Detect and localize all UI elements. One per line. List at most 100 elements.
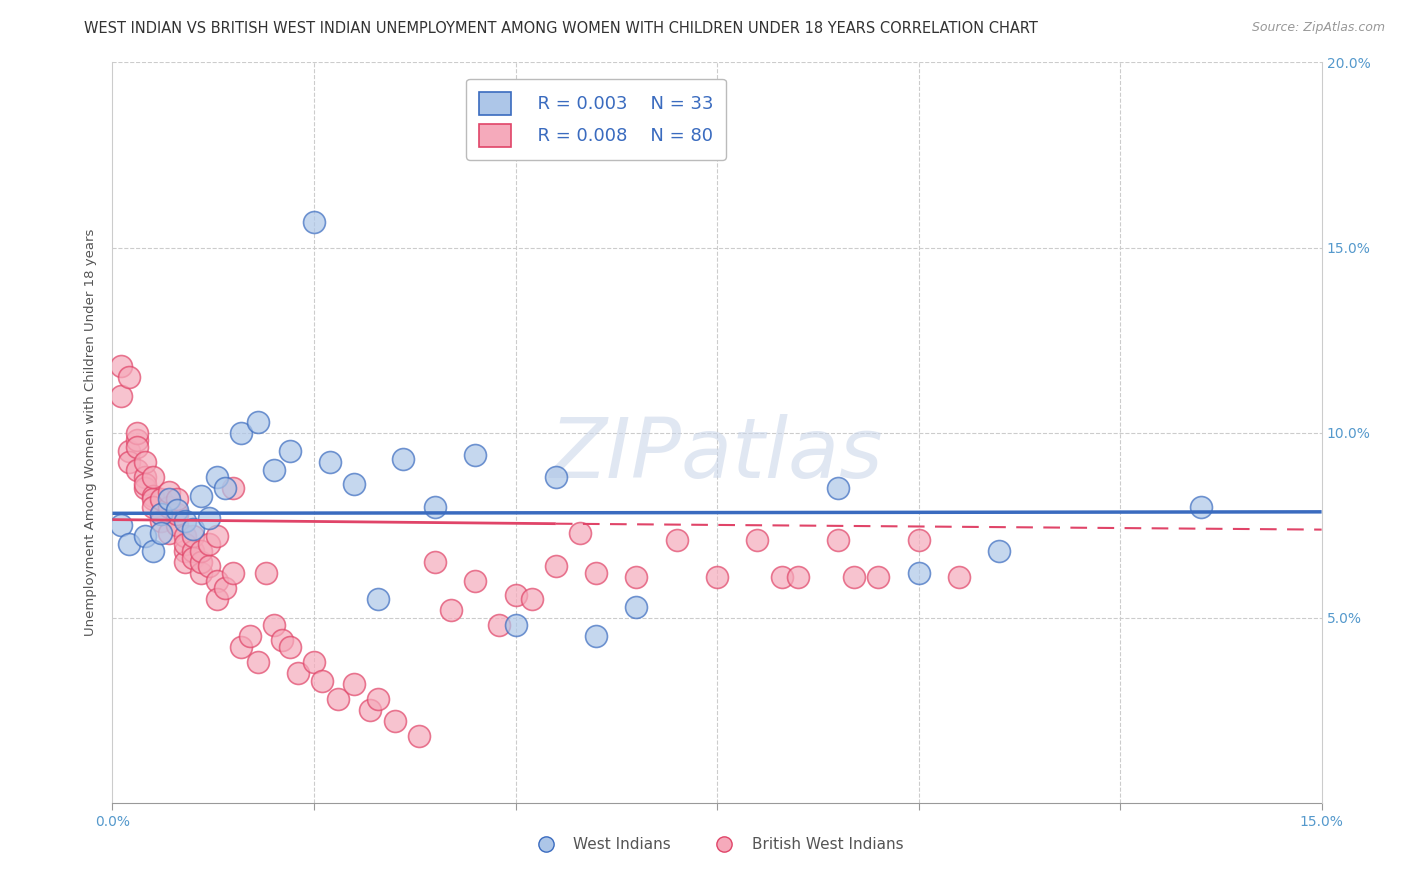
Point [263, 618, 285, 632]
Point [157, 484, 180, 499]
Point [319, 455, 342, 469]
Point [747, 533, 769, 547]
Point [181, 529, 204, 543]
Point [827, 533, 849, 547]
Point [408, 729, 430, 743]
Point [134, 470, 156, 484]
Point [142, 492, 165, 507]
Point [174, 555, 197, 569]
Point [125, 433, 148, 447]
Point [142, 489, 165, 503]
Point [174, 529, 197, 543]
Point [181, 551, 204, 566]
Point [207, 529, 229, 543]
Point [238, 629, 260, 643]
Point [343, 477, 366, 491]
Point [190, 544, 212, 558]
Point [198, 536, 221, 550]
Point [174, 544, 197, 558]
Point [328, 692, 350, 706]
Point [134, 455, 156, 469]
Point [948, 570, 970, 584]
Point [149, 515, 172, 529]
Point [231, 640, 253, 655]
Point [585, 629, 607, 643]
Point [464, 574, 486, 588]
Point [302, 655, 325, 669]
Point [626, 570, 648, 584]
Point [827, 481, 849, 495]
Point [786, 570, 808, 584]
Point [149, 525, 172, 540]
Point [190, 566, 212, 581]
Point [665, 533, 688, 547]
Point [302, 214, 325, 228]
Text: Source: ZipAtlas.com: Source: ZipAtlas.com [1251, 21, 1385, 34]
Point [166, 503, 188, 517]
Point [134, 477, 156, 491]
Point [770, 570, 793, 584]
Point [246, 415, 269, 429]
Point [149, 507, 172, 521]
Point [157, 492, 180, 507]
Point [544, 470, 567, 484]
Point [110, 388, 132, 402]
Point [505, 618, 527, 632]
Point [440, 603, 463, 617]
Point [311, 673, 333, 688]
Point [174, 515, 197, 529]
Point [287, 666, 309, 681]
Point [110, 359, 132, 373]
Point [134, 481, 156, 495]
Point [214, 581, 236, 595]
Point [110, 518, 132, 533]
Point [207, 592, 229, 607]
Point [343, 677, 366, 691]
Point [207, 574, 229, 588]
Point [585, 566, 607, 581]
Point [166, 492, 188, 507]
Point [907, 566, 929, 581]
Point [198, 510, 221, 524]
Point [117, 536, 139, 550]
Point [181, 544, 204, 558]
Point [134, 529, 156, 543]
Point [988, 544, 1011, 558]
Point [125, 441, 148, 455]
Point [868, 570, 890, 584]
Point [1189, 500, 1212, 514]
Point [263, 462, 285, 476]
Point [142, 544, 165, 558]
Text: WEST INDIAN VS BRITISH WEST INDIAN UNEMPLOYMENT AMONG WOMEN WITH CHILDREN UNDER : WEST INDIAN VS BRITISH WEST INDIAN UNEMP… [84, 21, 1038, 36]
Point [157, 500, 180, 514]
Point [505, 589, 527, 603]
Point [423, 555, 446, 569]
Point [270, 632, 292, 647]
Point [166, 507, 188, 521]
Point [117, 455, 139, 469]
Point [198, 558, 221, 573]
Point [149, 492, 172, 507]
Point [544, 558, 567, 573]
Point [117, 444, 139, 458]
Point [464, 448, 486, 462]
Point [125, 462, 148, 476]
Point [174, 536, 197, 550]
Point [142, 470, 165, 484]
Y-axis label: Unemployment Among Women with Children Under 18 years: Unemployment Among Women with Children U… [83, 229, 97, 636]
Legend: West Indians, British West Indians: West Indians, British West Indians [524, 830, 910, 858]
Point [190, 555, 212, 569]
Point [423, 500, 446, 514]
Point [367, 692, 389, 706]
Point [384, 714, 406, 729]
Point [278, 444, 301, 458]
Point [214, 481, 236, 495]
Point [117, 370, 139, 384]
Point [246, 655, 269, 669]
Point [842, 570, 865, 584]
Point [190, 489, 212, 503]
Point [207, 470, 229, 484]
Point [166, 518, 188, 533]
Point [359, 703, 381, 717]
Point [142, 500, 165, 514]
